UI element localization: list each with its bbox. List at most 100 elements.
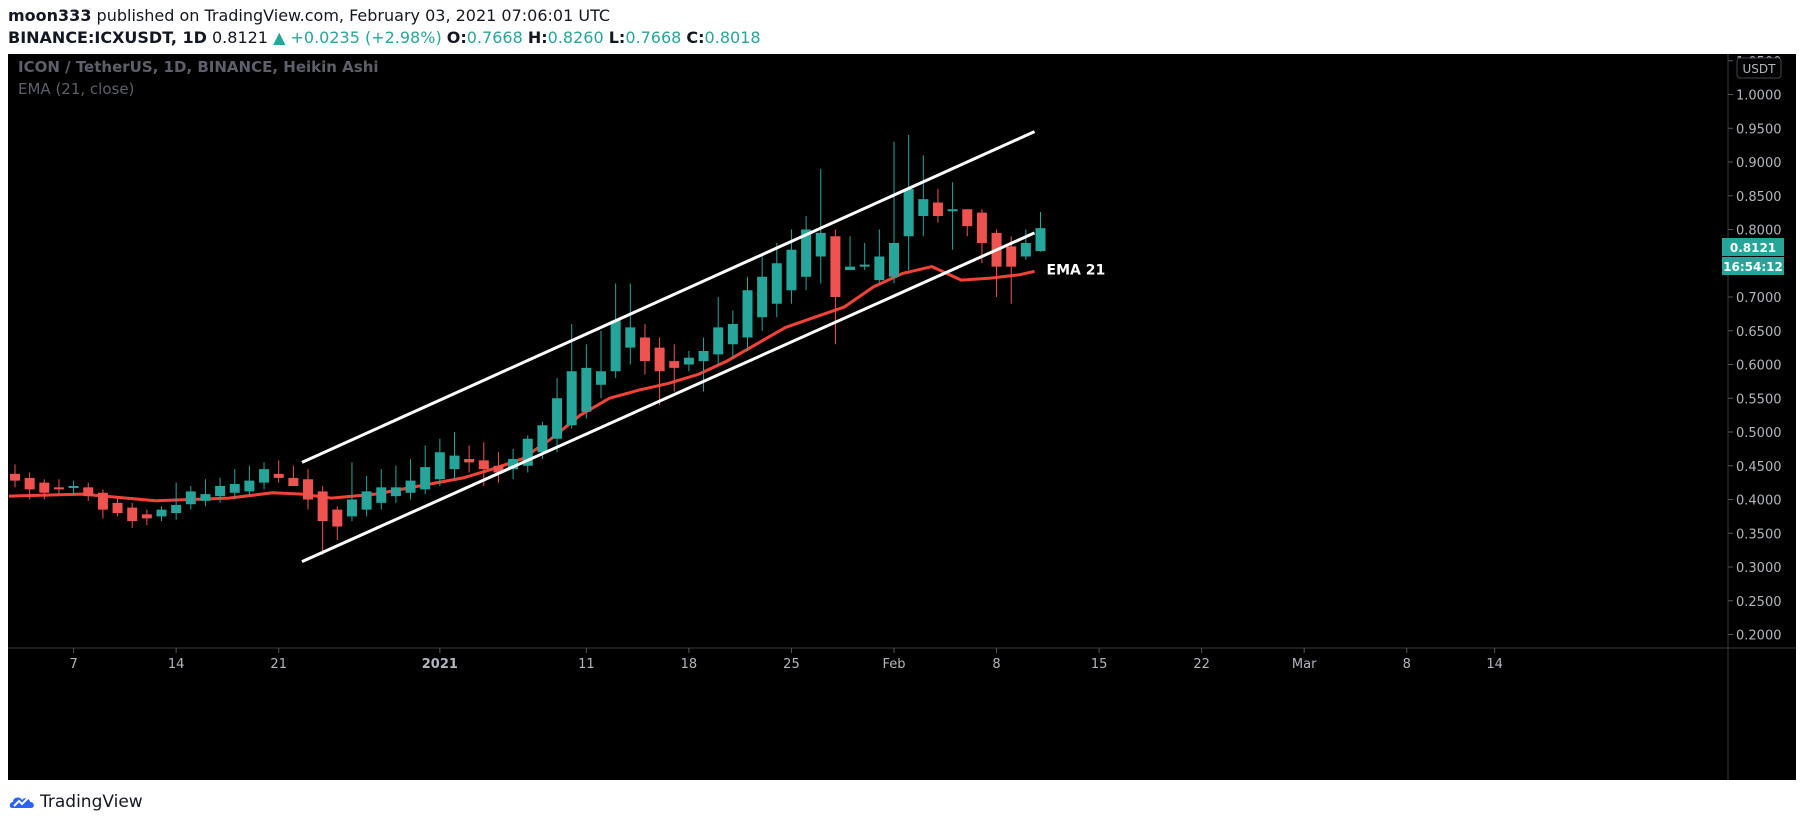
x-tick-label: 7 [69, 657, 77, 672]
candle-body [274, 474, 284, 478]
x-tick-label: 25 [783, 657, 800, 672]
candle-body [406, 481, 416, 493]
candle-body [244, 481, 254, 492]
high-label: H: [528, 28, 548, 47]
candle-body [157, 510, 167, 517]
price-chart[interactable]: 1.05001.00000.95000.90000.85000.80000.75… [0, 54, 1805, 780]
candle-body [904, 189, 914, 236]
y-tick-label: 0.4500 [1736, 460, 1782, 475]
candle-body [186, 491, 196, 504]
candle-body [874, 257, 884, 281]
x-tick-label: 8 [1403, 657, 1411, 672]
candle-body [743, 290, 753, 337]
candle-body [376, 487, 386, 503]
candle-body [977, 213, 987, 243]
tradingview-logo-icon[interactable] [8, 792, 36, 812]
publish-line: moon333 published on TradingView.com, Fe… [8, 6, 610, 25]
candle-body [713, 327, 723, 354]
candle-body [567, 371, 577, 425]
candle-body [127, 508, 137, 521]
y-tick-label: 0.2000 [1736, 629, 1782, 644]
close-label: C: [686, 28, 704, 47]
x-tick-label: 14 [1486, 657, 1503, 672]
countdown-value: 16:54:12 [1723, 260, 1783, 274]
candle-body [1036, 228, 1046, 251]
candle-body [699, 351, 709, 361]
candle-body [171, 505, 181, 513]
published-text: published on TradingView.com, February 0… [97, 6, 611, 25]
candle-body [830, 236, 840, 297]
candle-body [816, 233, 826, 257]
up-arrow-icon: ▲ [273, 28, 285, 47]
publisher-name[interactable]: moon333 [8, 6, 91, 25]
y-tick-label: 0.8000 [1736, 224, 1782, 239]
chart-legend-title: ICON / TetherUS, 1D, BINANCE, Heikin Ash… [18, 58, 379, 76]
usdt-unit-label: USDT [1743, 62, 1777, 76]
candle-body [318, 491, 328, 521]
candle-body [611, 321, 621, 372]
chart-container[interactable]: 1.05001.00000.95000.90000.85000.80000.75… [0, 54, 1805, 780]
usdt-badge[interactable]: USDT [1737, 58, 1781, 78]
candle-body [391, 487, 401, 496]
symbol-line: BINANCE:ICXUSDT, 1D 0.8121 ▲ +0.0235 (+2… [8, 28, 761, 47]
x-tick-label: 15 [1091, 657, 1108, 672]
candle-body [786, 250, 796, 291]
candle-body [230, 484, 240, 493]
candle-body [1006, 246, 1016, 266]
y-tick-label: 0.2500 [1736, 595, 1782, 610]
candle-body [69, 486, 79, 488]
candle-body [288, 478, 298, 486]
candle-body [1021, 243, 1031, 257]
x-tick-label: 14 [168, 657, 185, 672]
symbol-name: BINANCE:ICXUSDT, 1D [8, 28, 207, 47]
x-tick-label: Feb [882, 657, 905, 672]
candle-body [113, 503, 123, 513]
ema-label: EMA 21 [1047, 262, 1106, 278]
y-tick-label: 0.3000 [1736, 561, 1782, 576]
candle-body [200, 494, 210, 501]
candle-body [757, 277, 767, 318]
candle-body [889, 243, 899, 277]
candle-body [962, 209, 972, 226]
x-tick-label: 8 [992, 657, 1000, 672]
last-price-tag: 0.8121 [1722, 238, 1784, 256]
candle-body [83, 487, 93, 496]
candle-body [362, 491, 372, 509]
x-tick-label: 2021 [422, 657, 458, 672]
candle-body [259, 469, 269, 483]
y-tick-label: 0.8500 [1736, 190, 1782, 205]
x-tick-label: 18 [681, 657, 698, 672]
candle-body [860, 265, 870, 267]
last-price-tag-value: 0.8121 [1730, 241, 1776, 255]
candle-body [581, 368, 591, 412]
candle-body [948, 209, 958, 211]
candle-body [303, 479, 313, 499]
candle-body [655, 348, 665, 372]
y-tick-label: 0.6000 [1736, 359, 1782, 374]
low-label: L: [609, 28, 626, 47]
candle-body [537, 425, 547, 452]
low-value: 0.7668 [625, 28, 681, 47]
candle-body [552, 398, 562, 439]
candle-body [420, 467, 430, 489]
close-value: 0.8018 [705, 28, 761, 47]
y-tick-label: 0.7000 [1736, 291, 1782, 306]
candle-body [10, 474, 20, 481]
candle-body [625, 327, 635, 347]
tradingview-brand[interactable]: TradingView [40, 792, 143, 812]
candle-body [347, 500, 357, 517]
y-tick-label: 0.9500 [1736, 122, 1782, 137]
candle-body [39, 483, 49, 493]
chart-legend-indicator[interactable]: EMA (21, close) [18, 80, 134, 98]
x-tick-label: 21 [270, 657, 287, 672]
candle-body [25, 478, 35, 489]
candle-body [728, 324, 738, 344]
candle-body [450, 456, 460, 470]
x-tick-label: 22 [1193, 657, 1210, 672]
candle-body [596, 371, 606, 385]
candle-body [332, 510, 342, 527]
candle-body [669, 361, 679, 368]
candle-body [845, 267, 855, 270]
y-tick-label: 0.3500 [1736, 527, 1782, 542]
y-tick-label: 0.5500 [1736, 392, 1782, 407]
